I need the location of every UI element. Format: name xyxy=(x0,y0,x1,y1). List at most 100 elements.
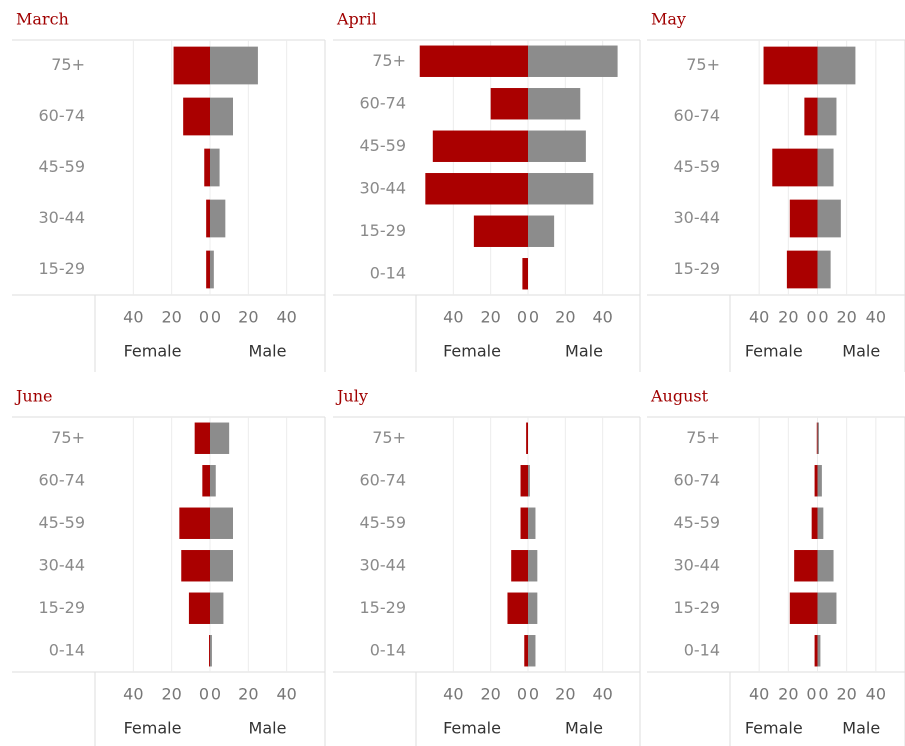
bar xyxy=(473,215,528,247)
x-tick-label: 0 xyxy=(211,685,221,704)
category-label: 45-59 xyxy=(360,136,407,155)
x-tick-label: 0 xyxy=(818,685,828,704)
bar xyxy=(188,592,210,624)
category-label: 45-59 xyxy=(360,513,407,532)
category-label: 60-74 xyxy=(39,470,86,489)
bar xyxy=(419,45,528,77)
category-label: 15-29 xyxy=(674,259,721,278)
x-tick-label: 40 xyxy=(276,685,296,704)
category-label: 15-29 xyxy=(39,598,86,617)
x-tick-label: 20 xyxy=(480,685,500,704)
bar xyxy=(179,507,210,539)
category-label: 30-44 xyxy=(360,555,407,574)
bar xyxy=(210,592,224,624)
bar xyxy=(432,130,528,162)
bar xyxy=(817,46,856,85)
bar xyxy=(817,148,834,187)
x-tick-label: 40 xyxy=(592,685,612,704)
category-label: 45-59 xyxy=(674,513,721,532)
bar xyxy=(206,199,210,238)
category-label: 15-29 xyxy=(360,598,407,617)
x-tick-label: 40 xyxy=(866,308,886,327)
x-tick-label: 0 xyxy=(806,308,816,327)
bar xyxy=(210,550,233,582)
panel-title: May xyxy=(651,10,686,29)
bar xyxy=(202,465,210,497)
x-tick-label: 20 xyxy=(480,308,500,327)
x-tick-label: 40 xyxy=(749,685,769,704)
bar xyxy=(772,148,818,187)
x-tick-label: 40 xyxy=(592,308,612,327)
bar xyxy=(507,592,528,624)
bar xyxy=(524,635,528,667)
bar xyxy=(210,97,233,136)
x-tick-label: 20 xyxy=(836,685,856,704)
bar xyxy=(520,465,528,497)
x-tick-label: 20 xyxy=(836,308,856,327)
x-tick-label: 20 xyxy=(778,685,798,704)
series-label: Male xyxy=(842,719,880,738)
x-tick-label: 40 xyxy=(123,685,143,704)
x-tick-label: 0 xyxy=(211,308,221,327)
series-label: Female xyxy=(124,719,182,738)
category-label: 60-74 xyxy=(674,470,721,489)
x-tick-label: 20 xyxy=(238,685,258,704)
x-tick-label: 0 xyxy=(806,685,816,704)
x-tick-label: 40 xyxy=(443,308,463,327)
category-label: 0-14 xyxy=(684,640,720,659)
bar xyxy=(194,422,210,454)
category-label: 75+ xyxy=(51,55,85,74)
category-label: 30-44 xyxy=(674,208,721,227)
bar xyxy=(210,465,216,497)
bar xyxy=(817,635,821,667)
bar xyxy=(789,592,818,624)
bar xyxy=(210,250,214,289)
category-label: 60-74 xyxy=(360,93,407,112)
x-tick-label: 40 xyxy=(276,308,296,327)
category-label: 0-14 xyxy=(370,263,406,282)
bar xyxy=(814,635,818,667)
series-label: Male xyxy=(565,342,603,361)
bar xyxy=(526,422,528,454)
bar xyxy=(511,550,528,582)
bar xyxy=(817,550,834,582)
bar xyxy=(816,422,818,454)
category-label: 75+ xyxy=(372,428,406,447)
bar xyxy=(817,422,819,454)
category-label: 75+ xyxy=(686,55,720,74)
bar xyxy=(528,88,581,120)
category-label: 0-14 xyxy=(370,640,406,659)
bar xyxy=(210,507,233,539)
bar xyxy=(173,46,210,85)
bar xyxy=(817,507,824,539)
category-label: 60-74 xyxy=(39,106,86,125)
series-label: Male xyxy=(249,719,287,738)
bar xyxy=(786,250,818,289)
bar xyxy=(528,45,618,77)
series-label: Female xyxy=(745,719,803,738)
bar xyxy=(528,173,594,205)
category-label: 30-44 xyxy=(674,555,721,574)
category-label: 15-29 xyxy=(39,259,86,278)
panel-title: March xyxy=(16,10,69,29)
series-label: Female xyxy=(443,719,501,738)
category-label: 75+ xyxy=(686,428,720,447)
x-tick-label: 20 xyxy=(161,308,181,327)
x-tick-label: 0 xyxy=(517,308,527,327)
bar xyxy=(528,507,536,539)
category-label: 30-44 xyxy=(360,178,407,197)
x-tick-label: 0 xyxy=(199,308,209,327)
bar xyxy=(522,258,528,290)
bar xyxy=(528,130,586,162)
x-tick-label: 0 xyxy=(529,685,539,704)
bar xyxy=(181,550,210,582)
category-label: 15-29 xyxy=(674,598,721,617)
bar xyxy=(183,97,210,136)
category-label: 30-44 xyxy=(39,208,86,227)
bar xyxy=(817,592,837,624)
panel-title: July xyxy=(335,387,368,406)
x-tick-label: 20 xyxy=(555,308,575,327)
bar xyxy=(528,215,555,247)
series-label: Male xyxy=(249,342,287,361)
